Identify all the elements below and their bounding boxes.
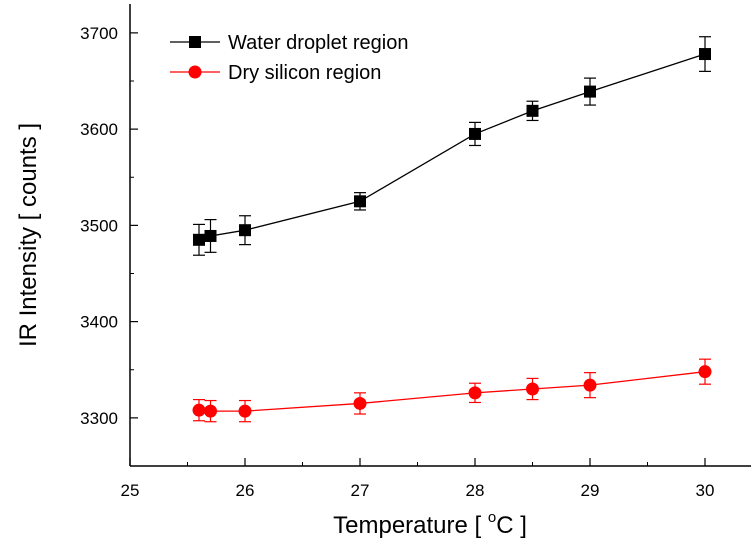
y-axis-title: IR Intensity [ counts ] bbox=[15, 123, 42, 347]
y-tick-label: 3500 bbox=[80, 216, 118, 235]
legend-label-water: Water droplet region bbox=[228, 32, 408, 54]
y-tick-label: 3600 bbox=[80, 120, 118, 139]
dry-data-point bbox=[583, 378, 597, 392]
x-tick-label: 30 bbox=[696, 481, 715, 500]
dry-data-point bbox=[698, 365, 712, 379]
dry-data-point bbox=[238, 404, 252, 418]
x-tick-label: 27 bbox=[351, 481, 370, 500]
water-data-point bbox=[699, 48, 711, 61]
legend-marker-water bbox=[189, 36, 201, 48]
dry-data-point bbox=[468, 386, 482, 400]
legend-marker-dry bbox=[188, 65, 202, 79]
water-data-point bbox=[193, 233, 205, 246]
water-data-point bbox=[204, 229, 217, 242]
water-data-point bbox=[239, 224, 251, 237]
y-tick-label: 3700 bbox=[80, 24, 118, 43]
water-data-point bbox=[526, 104, 539, 117]
y-tick-label: 3400 bbox=[80, 313, 118, 332]
y-tick-label: 3300 bbox=[80, 409, 118, 428]
legend-label-dry: Dry silicon region bbox=[228, 62, 381, 84]
water-data-point bbox=[469, 127, 481, 140]
water-data-point bbox=[354, 195, 366, 208]
x-tick-label: 26 bbox=[236, 481, 255, 500]
x-axis-title: Temperature [ oC ] bbox=[333, 509, 527, 539]
x-tick-label: 25 bbox=[121, 481, 140, 500]
dry-data-point bbox=[192, 403, 206, 417]
water-data-point bbox=[584, 85, 596, 98]
dry-data-point bbox=[204, 404, 217, 418]
x-tick-label: 29 bbox=[581, 481, 600, 500]
dry-series-line bbox=[198, 371, 706, 412]
dry-data-point bbox=[526, 382, 539, 396]
dry-data-point bbox=[353, 396, 367, 410]
x-tick-label: 28 bbox=[466, 481, 485, 500]
